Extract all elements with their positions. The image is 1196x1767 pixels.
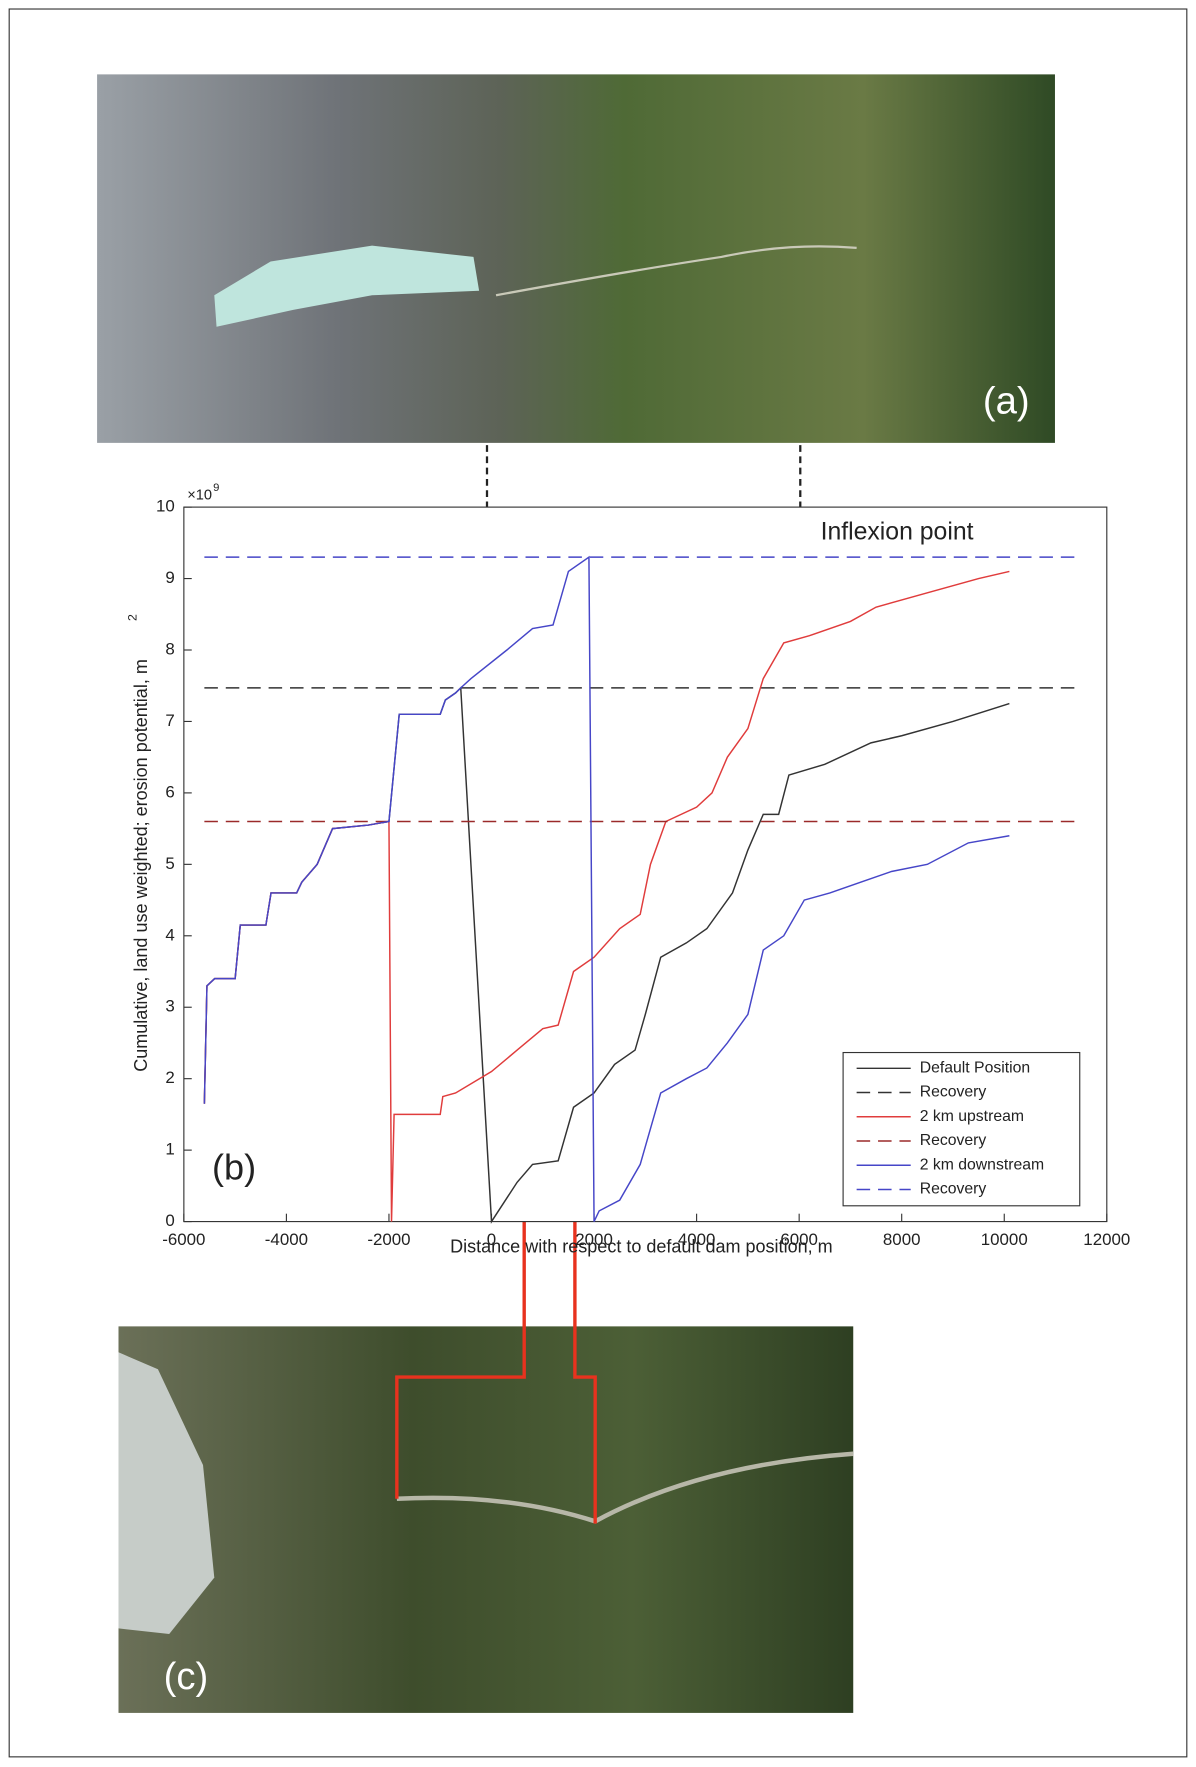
lake <box>118 1352 215 1635</box>
red-arrows <box>395 1143 597 1524</box>
x-tick-label: 10000 <box>981 1230 1028 1249</box>
x-tick-label: 12000 <box>1083 1230 1130 1249</box>
y-tick-label: 2 <box>165 1068 174 1087</box>
x-tick-label: 0 <box>487 1230 496 1249</box>
legend-label: Recovery <box>920 1132 987 1149</box>
y-tick-label: 3 <box>165 997 174 1016</box>
legend-box <box>842 1051 1081 1207</box>
y-tick-label: 10 <box>156 497 175 516</box>
y-tick-label: 6 <box>165 782 174 801</box>
y-tick-label: 1 <box>165 1140 174 1159</box>
x-tick-label: 8000 <box>883 1230 921 1249</box>
river <box>495 245 857 297</box>
x-axis-label: Distance with respect to default dam pos… <box>450 1236 833 1256</box>
y-tick-label: 9 <box>165 568 174 587</box>
y-tick-label: 4 <box>165 925 174 944</box>
y-axis-label: Cumulative, land use weighted; erosion p… <box>131 659 151 1072</box>
plot: -6000 -4000 -2000 0 2000 4000 6000 8000 10000 120… <box>156 497 1130 1250</box>
x-tick-label: -2000 <box>367 1230 410 1249</box>
x-tick-label: -4000 <box>265 1230 308 1249</box>
y-tick-label: 7 <box>165 711 174 730</box>
legend-label: Recovery <box>920 1181 987 1198</box>
panel-label: (a) <box>983 380 1030 423</box>
x-tick-label: 6000 <box>780 1230 818 1249</box>
legend-label: Default Position <box>920 1059 1030 1076</box>
y-tick-label: 0 <box>165 1211 174 1230</box>
lake <box>214 245 480 327</box>
y-axis-label-superscript: 2 <box>125 614 139 621</box>
x-tick-label: 2000 <box>575 1230 613 1249</box>
y-multiplier: ×10 <box>187 488 212 504</box>
y-tick-label: 5 <box>165 854 174 873</box>
y-multiplier-exponent: 9 <box>213 482 219 494</box>
x-tick-label: 4000 <box>678 1230 716 1249</box>
y-axis-title: Cumulative, land use weighted; erosion p… <box>125 614 151 1072</box>
annotation: Inflexion point <box>821 519 974 546</box>
x-tick-label: -6000 <box>162 1230 205 1249</box>
legend-label: 2 km upstream <box>920 1108 1024 1125</box>
legend-label: Recovery <box>920 1084 987 1101</box>
aerial-photo <box>118 1326 854 1713</box>
series-line <box>203 555 1010 1222</box>
satellite-photo <box>97 74 1055 443</box>
y-tick-label: 8 <box>165 639 174 658</box>
panel-label: (b) <box>212 1146 256 1187</box>
panel-label: (c) <box>164 1655 209 1698</box>
legend-label: 2 km downstream <box>920 1156 1044 1173</box>
